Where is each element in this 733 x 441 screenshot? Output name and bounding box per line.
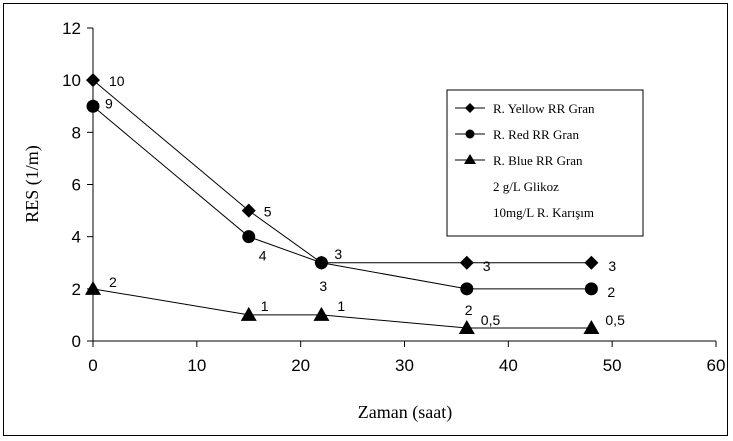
data-label: 2 bbox=[607, 284, 615, 300]
data-label: 2 bbox=[109, 274, 117, 290]
data-label: 3 bbox=[608, 258, 616, 274]
y-axis-title: RES (1/m) bbox=[22, 145, 43, 223]
data-label: 1 bbox=[261, 298, 269, 314]
y-tick-label: 8 bbox=[72, 123, 81, 142]
circle-marker bbox=[314, 256, 328, 270]
diamond-marker bbox=[241, 203, 256, 218]
y-tick-label: 12 bbox=[62, 19, 81, 38]
y-tick-label: 4 bbox=[72, 228, 81, 247]
diamond-marker bbox=[465, 103, 475, 113]
y-tick-label: 2 bbox=[72, 280, 81, 299]
circle-marker bbox=[584, 282, 598, 296]
data-label: 1 bbox=[337, 298, 345, 314]
triangle-marker bbox=[85, 280, 101, 295]
circle-marker bbox=[465, 129, 475, 139]
y-tick-label: 0 bbox=[72, 332, 81, 351]
x-tick-label: 20 bbox=[291, 356, 310, 375]
x-tick-label: 10 bbox=[187, 356, 206, 375]
data-label: 0,5 bbox=[481, 312, 501, 328]
data-label: 4 bbox=[259, 248, 267, 264]
data-label: 0,5 bbox=[605, 312, 625, 328]
legend-label: R. Blue RR Gran bbox=[493, 153, 583, 168]
diamond-marker bbox=[459, 255, 474, 270]
triangle-marker bbox=[458, 319, 475, 334]
data-label: 10 bbox=[109, 73, 125, 89]
series-layer bbox=[85, 73, 600, 334]
legend-label: R. Yellow RR Gran bbox=[493, 101, 595, 116]
data-label: 3 bbox=[319, 278, 327, 294]
x-tick-label: 60 bbox=[707, 356, 726, 375]
triangle-marker bbox=[240, 306, 257, 321]
circle-marker bbox=[460, 282, 474, 296]
data-label: 5 bbox=[264, 204, 272, 220]
circle-marker bbox=[86, 99, 100, 113]
x-tick-label: 0 bbox=[88, 356, 97, 375]
legend: R. Yellow RR Gran R. Red RR Gran R. Blue R… bbox=[446, 89, 644, 237]
legend-label: R. Red RR Gran bbox=[493, 127, 579, 142]
legend-note: 10mg/L R. Karışım bbox=[493, 205, 594, 220]
data-label: 3 bbox=[334, 246, 342, 262]
triangle-marker bbox=[583, 319, 600, 334]
series-triangle bbox=[85, 280, 600, 334]
x-tick-label: 40 bbox=[499, 356, 518, 375]
triangle-marker bbox=[464, 154, 476, 164]
circle-marker bbox=[242, 230, 256, 244]
data-label: 3 bbox=[483, 258, 491, 274]
y-tick-label: 6 bbox=[72, 176, 81, 195]
diamond-marker bbox=[584, 255, 599, 270]
series-circle bbox=[86, 99, 598, 296]
triangle-marker bbox=[313, 306, 330, 321]
x-tick-label: 30 bbox=[395, 356, 414, 375]
x-tick-label: 50 bbox=[603, 356, 622, 375]
x-axis-title: Zaman (saat) bbox=[358, 402, 452, 423]
data-label: 2 bbox=[465, 302, 473, 318]
legend-note: 2 g/L Glikoz bbox=[493, 179, 559, 194]
legend-box bbox=[446, 89, 644, 237]
y-tick-label: 10 bbox=[62, 71, 81, 90]
data-label: 9 bbox=[105, 95, 113, 111]
diamond-marker bbox=[86, 73, 100, 88]
